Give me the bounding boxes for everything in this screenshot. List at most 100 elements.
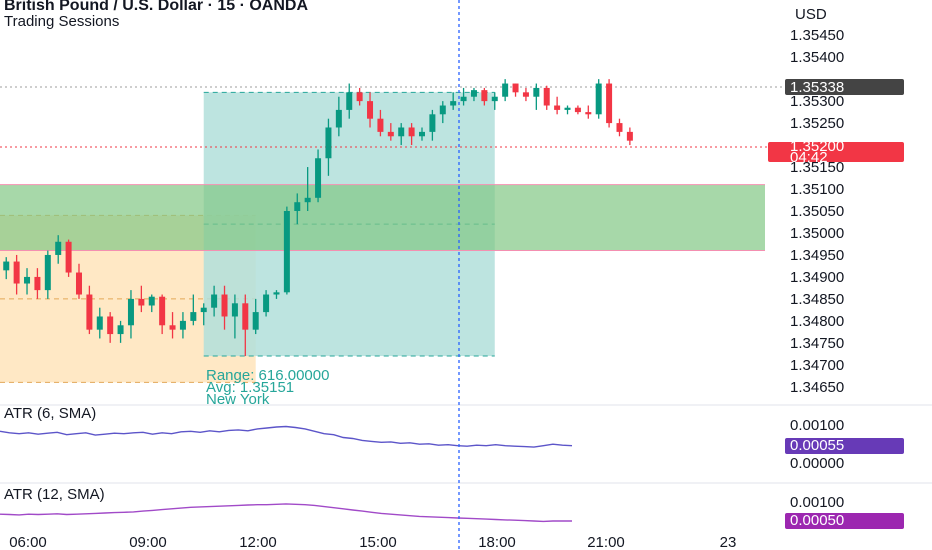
time-tick-label: 12:00 — [239, 534, 277, 550]
candle — [335, 96, 342, 137]
candle — [242, 294, 249, 357]
price-tick-label: 1.34700 — [790, 357, 844, 374]
reference-lines — [0, 86, 785, 148]
candle-body — [159, 296, 166, 326]
price-tick-label: 1.34750 — [790, 335, 844, 352]
candle-body — [429, 114, 436, 132]
candle-body — [346, 92, 353, 110]
candle-body — [304, 197, 311, 203]
candle-body — [470, 90, 477, 97]
candle — [65, 239, 72, 277]
atr6-panel: ATR (6, SMA) 0.00100 0.00000 0.00055 — [0, 404, 932, 472]
candle — [543, 85, 550, 110]
candle-body — [325, 127, 332, 159]
session-avg-label: Avg: 1.35151 — [206, 379, 294, 396]
candle — [211, 285, 218, 317]
candle-body — [75, 272, 82, 295]
atr6-line — [0, 425, 573, 448]
price-tick-label: 1.34800 — [790, 313, 844, 330]
candle — [408, 123, 415, 146]
candle-body — [616, 123, 623, 132]
candle — [346, 83, 353, 119]
atr6-tick-zero: 0.00000 — [790, 455, 844, 472]
atr12-panel: ATR (12, SMA) 0.00100 0.00050 — [0, 482, 932, 529]
price-tick-label: 1.34850 — [790, 291, 844, 308]
candle — [460, 87, 467, 106]
candle-body — [55, 241, 62, 255]
price-tick-label: 1.34900 — [790, 269, 844, 286]
candle — [481, 87, 488, 106]
candle — [179, 312, 186, 339]
currency-label: USD — [795, 6, 827, 23]
candle — [283, 206, 290, 295]
candle-body — [24, 276, 31, 284]
candle-body — [450, 101, 457, 106]
session-range-label: Range: 616.00000 — [206, 367, 329, 384]
candle — [470, 87, 477, 102]
candle-body — [273, 292, 280, 295]
candle — [491, 92, 498, 110]
candle — [554, 96, 561, 115]
candle — [367, 92, 374, 128]
candle — [44, 250, 51, 299]
candle — [252, 298, 259, 335]
candle — [429, 109, 436, 141]
candle-body — [564, 107, 571, 110]
candle-body — [408, 127, 415, 137]
candle — [190, 294, 197, 326]
atr12-tick-top: 0.00100 — [790, 494, 844, 511]
candle-body — [148, 296, 155, 306]
candle — [502, 79, 509, 102]
candle — [574, 105, 581, 115]
candle-body — [138, 298, 145, 306]
last-price-label: 1.35338 — [790, 79, 844, 96]
candlestick-series — [3, 79, 633, 357]
candle-body — [439, 105, 446, 115]
atr12-line — [0, 503, 572, 523]
candle — [606, 79, 613, 128]
candle-body — [13, 261, 20, 284]
candle — [377, 109, 384, 137]
time-tick-label: 23 — [720, 534, 737, 550]
candle — [439, 101, 446, 124]
candle-body — [491, 96, 498, 102]
candle-body — [554, 105, 561, 110]
candle-body — [585, 112, 592, 115]
price-tick-label: 1.34650 — [790, 379, 844, 396]
candle-body — [283, 211, 290, 293]
time-axis[interactable]: 06:00 09:00 12:00 15:00 18:00 21:00 23 — [9, 534, 736, 550]
candle — [398, 123, 405, 146]
candle — [148, 294, 155, 313]
candle-body — [512, 83, 519, 93]
candle — [34, 268, 41, 299]
candle-body — [34, 276, 41, 291]
candle-body — [543, 87, 550, 106]
candle-body — [190, 312, 197, 321]
candle-body — [574, 107, 581, 113]
atr12-value-label: 0.00050 — [790, 512, 844, 529]
price-axis[interactable]: USD 1.35450 1.35400 1.35300 1.35250 1.35150 1… — [790, 6, 844, 396]
candle — [75, 263, 82, 299]
session-labels: Range: 616.00000 Avg: 1.35151 New York — [206, 367, 329, 408]
atr6-value-badge — [785, 438, 904, 454]
candle-body — [127, 298, 134, 326]
price-tick-label: 1.35450 — [790, 27, 844, 44]
candle — [512, 83, 519, 97]
candle — [304, 167, 311, 211]
time-tick-label: 15:00 — [359, 534, 397, 550]
candle — [294, 193, 301, 225]
candle — [24, 268, 31, 295]
countdown-label: 04:42 — [790, 149, 828, 166]
candle — [616, 118, 623, 137]
candle — [200, 303, 207, 326]
time-tick-label: 18:00 — [478, 534, 516, 550]
candle-body — [533, 87, 540, 97]
candle — [159, 294, 166, 335]
atr6-title: ATR (6, SMA) — [4, 405, 96, 422]
price-tick-label: 1.34950 — [790, 247, 844, 264]
price-tick-label: 1.35400 — [790, 49, 844, 66]
candle — [86, 285, 93, 335]
candle — [585, 105, 592, 119]
candle — [96, 307, 103, 339]
